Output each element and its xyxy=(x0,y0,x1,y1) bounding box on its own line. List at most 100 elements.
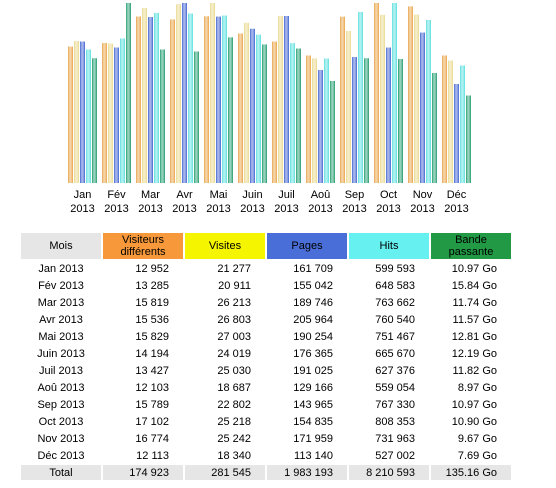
bar-shine xyxy=(148,17,153,184)
cell-pages: 143 965 xyxy=(293,398,333,411)
cell-mois: Aoû 2013 xyxy=(37,381,85,394)
cell-pages: 154 835 xyxy=(293,415,333,428)
bar-shine xyxy=(80,41,85,183)
table-row: Oct 2013 17 102 25 218 154 835 808 353 10.90 … xyxy=(21,414,511,429)
x-tick-month: Aoû xyxy=(311,189,331,201)
bar-shine xyxy=(68,46,73,183)
x-tick-year: 2013 xyxy=(172,203,196,215)
total-mois: Total xyxy=(21,465,101,480)
bar-shine xyxy=(278,16,283,184)
bar-shine xyxy=(86,49,91,184)
table-row: Mar 2013 15 819 26 213 189 746 763 662 11.74 … xyxy=(21,295,511,310)
cell-mois: Mar 2013 xyxy=(37,296,85,309)
cell-hits: 599 593 xyxy=(375,262,415,275)
cell-hits: 627 376 xyxy=(375,364,415,377)
bar-shine xyxy=(392,3,397,183)
cell-pages: 129 166 xyxy=(293,381,333,394)
bar-shine xyxy=(182,3,187,183)
x-tick-year: 2013 xyxy=(410,203,434,215)
cell-visiteurs: 15 789 xyxy=(135,398,169,411)
bar-shine xyxy=(324,58,329,184)
cell-mois: Oct 2013 xyxy=(38,415,84,428)
cell-mois: Jan 2013 xyxy=(38,262,84,275)
x-tick-year: 2013 xyxy=(274,203,298,215)
table-row: Fév 2013 13 285 20 911 155 042 648 583 15.84 … xyxy=(21,278,511,293)
bar-shine xyxy=(460,65,465,183)
cell-mois: Nov 2013 xyxy=(37,432,85,445)
cell-pages: 113 140 xyxy=(294,449,333,462)
bar-shine xyxy=(346,31,351,183)
bar-shine xyxy=(454,84,459,183)
bar-shine xyxy=(262,44,267,184)
x-tick-month: Mai xyxy=(210,189,228,201)
header-mois: Mois xyxy=(21,233,101,259)
cell-visiteurs: 14 194 xyxy=(135,347,169,360)
header-bande-passante: Bande passante xyxy=(431,233,511,259)
header-hits: Hits xyxy=(349,233,429,259)
table-total-row: Total 174 923 281 545 1 983 193 8 210 593 135… xyxy=(21,465,511,480)
bar-shine xyxy=(414,14,419,184)
bar-shine xyxy=(358,12,363,183)
cell-visiteurs: 12 952 xyxy=(135,262,169,275)
cell-visiteurs: 15 536 xyxy=(135,313,169,326)
cell-pages: 205 964 xyxy=(293,313,333,326)
cell-hits: 527 002 xyxy=(375,449,415,462)
header-visiteurs: Visiteurs différents xyxy=(103,233,183,259)
bar-shine xyxy=(312,58,317,184)
cell-hits: 731 963 xyxy=(375,432,415,445)
table-row: Aoû 2013 12 103 18 687 129 166 559 054 8.97 G… xyxy=(21,380,511,395)
cell-bande-passante: 11.57 Go xyxy=(452,313,497,326)
cell-visiteurs: 15 829 xyxy=(135,330,169,343)
cell-hits: 808 353 xyxy=(375,415,415,428)
cell-bande-passante: 12.19 Go xyxy=(451,347,497,360)
cell-hits: 760 540 xyxy=(375,313,415,326)
total-visiteurs: 174 923 xyxy=(103,465,183,480)
cell-bande-passante: 11.82 Go xyxy=(452,364,497,377)
cell-bande-passante: 10.97 Go xyxy=(451,398,497,411)
bar-shine xyxy=(176,4,181,183)
header-visiteurs-line1: Visiteurs xyxy=(122,234,164,246)
table-header-row: Mois Visiteurs différents Visites Pages H… xyxy=(21,233,511,259)
bar-shine xyxy=(92,58,97,183)
cell-visites: 20 911 xyxy=(218,279,251,292)
cell-mois: Avr 2013 xyxy=(39,313,83,326)
bar-shine xyxy=(296,48,301,183)
bar-shine xyxy=(238,33,243,183)
bar-shine xyxy=(256,34,261,183)
bar-shine xyxy=(284,16,289,184)
total-hits: 8 210 593 xyxy=(349,465,429,480)
cell-pages: 189 746 xyxy=(293,296,333,309)
x-tick-year: 2013 xyxy=(376,203,400,215)
x-tick-month: Avr xyxy=(176,189,193,201)
cell-visites: 25 030 xyxy=(217,364,251,377)
cell-visites: 22 802 xyxy=(217,398,251,411)
bar-shine xyxy=(136,16,141,184)
cell-visiteurs: 12 103 xyxy=(135,381,169,394)
bar-shine xyxy=(74,41,79,183)
bar-shine xyxy=(102,43,107,183)
bar-shine xyxy=(142,8,147,183)
bar-shine xyxy=(170,19,175,183)
bar-shine xyxy=(380,14,385,183)
x-tick-year: 2013 xyxy=(240,203,264,215)
bar-shine xyxy=(318,70,323,183)
cell-visites: 25 218 xyxy=(217,415,251,428)
cell-mois: Juin 2013 xyxy=(37,347,85,360)
bar-shine xyxy=(374,3,379,183)
cell-hits: 648 583 xyxy=(375,279,415,292)
cell-bande-passante: 9.67 Go xyxy=(457,432,497,445)
bar-shine xyxy=(398,59,403,183)
x-tick-month: Jan xyxy=(74,189,92,201)
cell-visites: 25 242 xyxy=(217,432,251,445)
bar-shine xyxy=(222,15,227,184)
cell-visiteurs: 15 819 xyxy=(135,296,169,309)
bar-shine xyxy=(204,16,209,183)
cell-bande-passante: 10.97 Go xyxy=(451,262,497,275)
cell-pages: 171 959 xyxy=(293,432,333,445)
cell-visiteurs: 13 285 xyxy=(135,279,169,292)
bar-shine xyxy=(426,20,431,183)
cell-visiteurs: 13 427 xyxy=(135,364,169,377)
bar-shine xyxy=(250,28,255,184)
bar-shine xyxy=(408,6,413,184)
x-tick-month: Sep xyxy=(345,189,365,201)
